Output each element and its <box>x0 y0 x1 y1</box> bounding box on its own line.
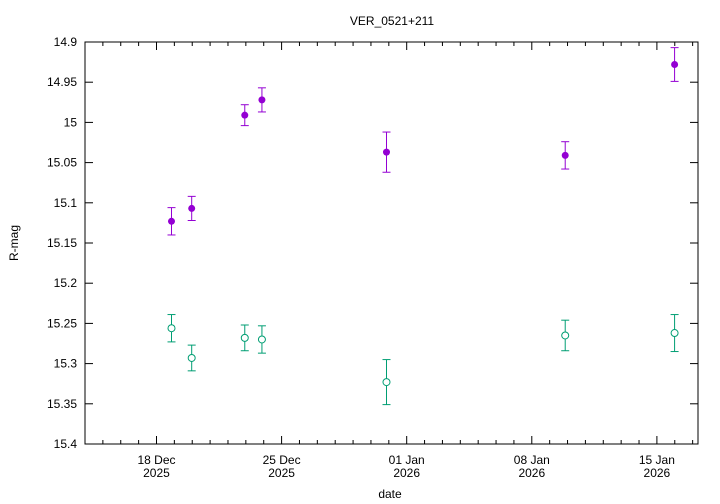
x-tick-label: 18 Dec <box>137 453 175 467</box>
y-axis-label: R-mag <box>7 225 21 261</box>
data-point <box>241 111 249 119</box>
x-tick-label: 01 Jan <box>389 453 425 467</box>
data-point <box>670 329 679 338</box>
data-point <box>240 333 249 342</box>
data-point <box>561 331 570 340</box>
data-point <box>258 96 266 104</box>
data-point <box>382 148 390 156</box>
axes: 14.9 14.95 15 15.05 15.1 15.15 15.2 15.25 15.3 15… <box>47 35 698 480</box>
x-axis-label: date <box>378 487 402 501</box>
x-tick-label: 25 Dec <box>263 453 301 467</box>
data-point <box>167 217 175 225</box>
y-tick-label: 15 <box>64 115 78 129</box>
y-tick-label: 15.1 <box>54 196 78 210</box>
x-tick-label: 2025 <box>143 466 170 480</box>
data-point <box>188 204 196 212</box>
y-tick-label: 15.35 <box>47 397 77 411</box>
x-tick-label: 15 Jan <box>639 453 675 467</box>
x-tick-label: 2026 <box>518 466 545 480</box>
y-tick-label: 15.4 <box>54 437 78 451</box>
chart-title: VER_0521+211 <box>350 14 435 28</box>
data-point <box>257 335 266 344</box>
x-tick-label: 2026 <box>393 466 420 480</box>
x-tick-label: 2026 <box>644 466 671 480</box>
y-tick-label: 15.3 <box>54 357 78 371</box>
data-point <box>167 324 176 333</box>
data-point <box>671 61 679 69</box>
x-tick-label: 08 Jan <box>514 453 550 467</box>
y-tick-label: 14.95 <box>47 75 77 89</box>
series-open <box>167 314 679 406</box>
y-tick-label: 15.05 <box>47 156 77 170</box>
y-tick-label: 15.25 <box>47 316 77 330</box>
y-tick-label: 15.15 <box>47 236 77 250</box>
data-point <box>187 353 196 362</box>
series-filled <box>167 47 679 236</box>
y-tick-label: 15.2 <box>54 276 78 290</box>
data-point <box>561 151 569 159</box>
data-marks <box>167 47 679 406</box>
y-tick-label: 14.9 <box>54 35 78 49</box>
plot-frame <box>84 41 699 445</box>
data-point <box>382 378 391 387</box>
x-tick-label: 2025 <box>268 466 295 480</box>
